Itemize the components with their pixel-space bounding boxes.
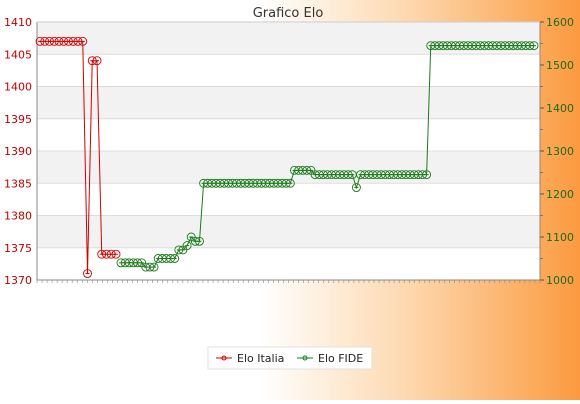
legend-marker: [302, 355, 308, 361]
left-tick-label: 1380: [4, 210, 32, 223]
left-tick-label: 1405: [4, 48, 32, 61]
data-point: [182, 241, 192, 251]
legend-marker: [221, 355, 227, 361]
right-tick-label: 1100: [546, 231, 574, 244]
right-tick-label: 1300: [546, 145, 574, 158]
grid-band: [37, 151, 540, 184]
data-point: [111, 249, 121, 259]
grid-band: [37, 86, 540, 119]
grid-band: [37, 215, 540, 248]
data-point: [92, 56, 102, 66]
left-tick-label: 1395: [4, 113, 32, 126]
legend-box: [207, 346, 373, 370]
chart-title: Grafico Elo: [253, 6, 324, 21]
data-point: [351, 183, 361, 193]
right-tick-label: 1000: [546, 274, 574, 287]
left-axis-ticks: 1370 1375 1380 1385 1390 1395 1400 1405 1410: [4, 16, 32, 287]
left-tick-label: 1410: [4, 16, 32, 29]
data-point: [285, 178, 295, 188]
legend-label: Elo Italia: [237, 352, 284, 365]
left-tick-label: 1390: [4, 145, 32, 158]
legend: Elo Italia Elo FIDE: [207, 346, 373, 370]
series-elo-fide: [116, 41, 539, 272]
data-point: [195, 236, 204, 246]
data-point: [529, 41, 539, 51]
left-tick-label: 1385: [4, 177, 32, 190]
right-tick-label: 1600: [546, 16, 574, 29]
right-tick-label: 1500: [546, 59, 574, 72]
left-tick-label: 1370: [4, 274, 32, 287]
data-point: [422, 170, 432, 180]
right-tick-label: 1200: [546, 188, 574, 201]
right-axis-ticks: 1000 1100 1200 1300 1400 1500 1600: [540, 16, 574, 287]
data-point: [149, 262, 159, 272]
data-point: [170, 254, 180, 263]
data-point: [78, 36, 88, 46]
left-tick-label: 1375: [4, 242, 32, 255]
left-tick-label: 1400: [4, 81, 32, 94]
grid-band: [37, 22, 540, 55]
series-elo-italia: [35, 36, 121, 278]
x-axis-ticks: [36, 280, 541, 283]
right-tick-label: 1400: [546, 102, 574, 115]
data-point: [83, 269, 92, 278]
legend-label: Elo FIDE: [318, 352, 363, 365]
